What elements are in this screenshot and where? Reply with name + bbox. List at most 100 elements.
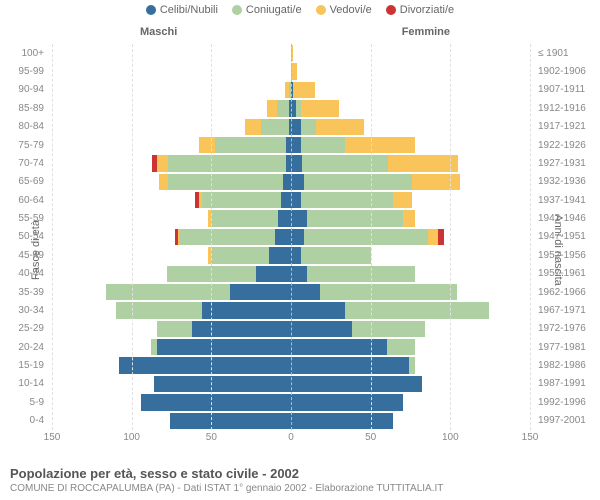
male-bar bbox=[52, 339, 291, 355]
birth-label: ≤ 1901 bbox=[534, 44, 600, 62]
bar-segment bbox=[141, 394, 291, 410]
bar-segment bbox=[307, 210, 403, 226]
bar-segment bbox=[291, 321, 352, 337]
age-label: 20-24 bbox=[0, 338, 48, 356]
legend-item: Vedovi/e bbox=[316, 4, 372, 16]
female-bar bbox=[291, 100, 530, 116]
legend-swatch bbox=[386, 5, 396, 15]
bar-segment bbox=[428, 229, 438, 245]
birth-label: 1982-1986 bbox=[534, 356, 600, 374]
female-label: Femmine bbox=[402, 26, 450, 38]
female-bar bbox=[291, 321, 530, 337]
male-bar bbox=[52, 119, 291, 135]
age-label: 45-49 bbox=[0, 246, 48, 264]
bar-segment bbox=[291, 229, 304, 245]
age-label: 55-59 bbox=[0, 209, 48, 227]
age-label: 50-54 bbox=[0, 228, 48, 246]
legend-item: Coniugati/e bbox=[232, 4, 302, 16]
age-label: 25-29 bbox=[0, 320, 48, 338]
bar-segment bbox=[393, 192, 412, 208]
x-tick: 150 bbox=[44, 432, 61, 443]
male-bar bbox=[52, 137, 291, 153]
pyramid-chart: Celibi/NubiliConiugati/eVedovi/eDivorzia… bbox=[0, 0, 600, 500]
grid-line bbox=[132, 44, 133, 430]
bar-segment bbox=[345, 137, 415, 153]
bar-segment bbox=[267, 100, 277, 116]
male-bar bbox=[52, 229, 291, 245]
male-bar bbox=[52, 413, 291, 429]
birth-label: 1912-1916 bbox=[534, 99, 600, 117]
male-bar bbox=[52, 321, 291, 337]
x-tick: 100 bbox=[442, 432, 459, 443]
birth-label: 1922-1926 bbox=[534, 136, 600, 154]
birth-label: 1972-1976 bbox=[534, 320, 600, 338]
bar-segment bbox=[269, 247, 291, 263]
birth-label: 1927-1931 bbox=[534, 154, 600, 172]
bar-segment bbox=[245, 119, 261, 135]
male-bar bbox=[52, 247, 291, 263]
birth-label: 1952-1956 bbox=[534, 246, 600, 264]
bar-segment bbox=[277, 100, 290, 116]
bar-segment bbox=[316, 119, 364, 135]
legend-label: Celibi/Nubili bbox=[160, 4, 218, 16]
male-bar bbox=[52, 100, 291, 116]
bar-segment bbox=[387, 339, 416, 355]
bar-segment bbox=[291, 119, 301, 135]
birth-label: 1937-1941 bbox=[534, 191, 600, 209]
bar-segment bbox=[291, 413, 393, 429]
bar-segment bbox=[291, 174, 304, 190]
footer-sub: COMUNE DI ROCCAPALUMBA (PA) - Dati ISTAT… bbox=[10, 483, 590, 494]
bar-segment bbox=[256, 266, 291, 282]
female-bar bbox=[291, 82, 530, 98]
female-bar bbox=[291, 302, 530, 318]
bar-segment bbox=[215, 137, 287, 153]
birth-label: 1907-1911 bbox=[534, 81, 600, 99]
x-tick: 0 bbox=[288, 432, 294, 443]
female-bar bbox=[291, 119, 530, 135]
bar-segment bbox=[438, 229, 444, 245]
bar-segment bbox=[275, 229, 291, 245]
bar-segment bbox=[345, 302, 488, 318]
bar-segment bbox=[291, 155, 302, 171]
bar-segment bbox=[301, 137, 346, 153]
grid-line bbox=[371, 44, 372, 430]
birth-label: 1987-1991 bbox=[534, 375, 600, 393]
grid-line bbox=[52, 44, 53, 430]
bar-segment bbox=[388, 155, 458, 171]
bar-segment bbox=[291, 137, 301, 153]
legend-swatch bbox=[232, 5, 242, 15]
female-bar bbox=[291, 247, 530, 263]
bar-segment bbox=[409, 357, 415, 373]
bar-segment bbox=[170, 413, 291, 429]
bar-segment bbox=[116, 302, 202, 318]
x-tick: 50 bbox=[206, 432, 217, 443]
birth-label: 1932-1936 bbox=[534, 173, 600, 191]
bar-segment bbox=[278, 210, 291, 226]
age-label: 40-44 bbox=[0, 265, 48, 283]
male-bar bbox=[52, 394, 291, 410]
age-label: 30-34 bbox=[0, 301, 48, 319]
bar-segment bbox=[202, 302, 291, 318]
legend-item: Celibi/Nubili bbox=[146, 4, 218, 16]
bar-segment bbox=[168, 174, 283, 190]
female-bar bbox=[291, 174, 530, 190]
male-bar bbox=[52, 174, 291, 190]
bar-segment bbox=[261, 119, 290, 135]
birth-labels: ≤ 19011902-19061907-19111912-19161917-19… bbox=[534, 44, 600, 430]
male-label: Maschi bbox=[140, 26, 177, 38]
female-bar bbox=[291, 63, 530, 79]
age-labels: 100+95-9990-9485-8980-8475-7970-7465-696… bbox=[0, 44, 48, 430]
bar-segment bbox=[211, 210, 278, 226]
birth-label: 1902-1906 bbox=[534, 62, 600, 80]
birth-label: 1947-1951 bbox=[534, 228, 600, 246]
bar-segment bbox=[291, 302, 345, 318]
bar-segment bbox=[283, 174, 291, 190]
female-bar bbox=[291, 284, 530, 300]
bar-segment bbox=[301, 100, 339, 116]
birth-label: 1992-1996 bbox=[534, 393, 600, 411]
bar-segment bbox=[291, 394, 403, 410]
age-label: 10-14 bbox=[0, 375, 48, 393]
bar-segment bbox=[159, 174, 169, 190]
female-bar bbox=[291, 229, 530, 245]
bar-segment bbox=[192, 321, 291, 337]
